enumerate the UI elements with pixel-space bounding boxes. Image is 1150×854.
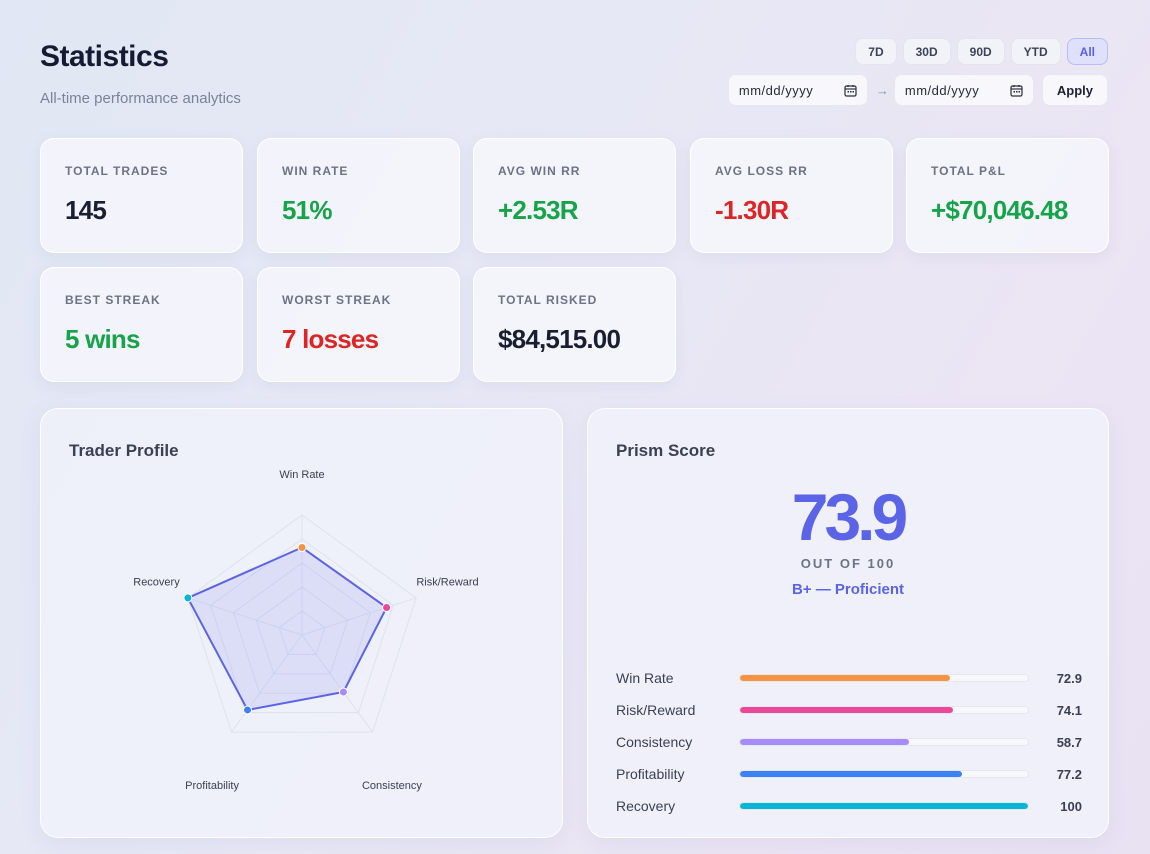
stat-value: 145	[65, 195, 107, 225]
score-label: Profitability	[616, 766, 685, 782]
radar-point	[297, 543, 307, 553]
radar-spoke	[301, 634, 373, 733]
radar-axis-label: Win Rate	[279, 469, 324, 481]
stat-card-best-streak: BEST STREAK 5 wins	[40, 267, 243, 382]
score-value: 100	[1060, 798, 1082, 814]
stat-card-total-trades: TOTAL TRADES 145	[40, 138, 243, 253]
range-7d-button[interactable]: 7D	[855, 38, 897, 65]
end-date-input[interactable]: mm/dd/yyyy	[893, 74, 1034, 106]
score-label: Win Rate	[616, 670, 674, 686]
radar-grid-ring	[278, 610, 326, 655]
score-label: Recovery	[616, 798, 676, 814]
stat-card-worst-streak: WORST STREAK 7 losses	[257, 267, 460, 382]
radar-axis-label: Risk/Reward	[416, 577, 478, 589]
start-date-input[interactable]: mm/dd/yyyy	[727, 74, 868, 106]
stat-value: 5 wins	[65, 324, 140, 354]
stat-label: AVG LOSS RR	[715, 164, 808, 178]
stat-label: BEST STREAK	[65, 293, 161, 307]
date-range-selector: 7D 30D 90D YTD All	[855, 38, 1108, 65]
trader-profile-title: Trader Profile	[69, 441, 179, 460]
prism-score-value: 73.9	[791, 480, 908, 554]
radar-spoke	[231, 634, 303, 733]
score-bar-track	[739, 706, 1029, 714]
page-subtitle: All-time performance analytics	[40, 90, 241, 107]
stat-label: TOTAL P&L	[931, 164, 1006, 178]
stat-value: -1.30R	[715, 195, 789, 225]
prism-score-grade: B+ — Proficient	[791, 581, 905, 598]
prism-score-out-of: OUT OF 100	[800, 556, 896, 571]
range-30d-button[interactable]: 30D	[902, 38, 951, 65]
radar-axis-label: Consistency	[362, 780, 422, 792]
start-date-placeholder: mm/dd/yyyy	[738, 82, 814, 98]
stat-label: WIN RATE	[282, 164, 349, 178]
score-bar-fill	[740, 707, 954, 713]
stat-value: $84,515.00	[498, 324, 621, 354]
stat-label: AVG WIN RR	[498, 164, 581, 178]
radar-axis-label: Profitability	[185, 780, 239, 792]
trader-profile-panel: Trader Profile Win Rate Risk/Reward Consis…	[40, 408, 563, 838]
page-title: Statistics	[40, 40, 169, 73]
calendar-icon[interactable]	[1010, 84, 1023, 97]
radar-spoke	[187, 597, 303, 636]
score-row-recovery: Recovery 100	[616, 790, 1082, 822]
score-bar-fill	[740, 739, 910, 745]
stat-value: +2.53R	[498, 195, 579, 225]
score-row-risk-reward: Risk/Reward 74.1	[616, 694, 1082, 726]
score-bar-track	[739, 738, 1029, 746]
stat-card-avg-win-rr: AVG WIN RR +2.53R	[473, 138, 676, 253]
radar-grid-ring	[210, 538, 394, 714]
range-90d-button[interactable]: 90D	[956, 38, 1005, 65]
score-bar-track	[739, 770, 1029, 778]
score-bar-fill	[740, 771, 963, 777]
radar-data-area	[186, 546, 388, 711]
score-row-consistency: Consistency 58.7	[616, 726, 1082, 758]
score-value: 77.2	[1056, 766, 1082, 782]
score-value: 74.1	[1056, 702, 1082, 718]
radar-grid-ring	[232, 562, 372, 694]
score-row-win-rate: Win Rate 72.9	[616, 662, 1082, 694]
stat-value: +$70,046.48	[931, 195, 1068, 225]
score-bar-track	[739, 802, 1029, 810]
radar-grid-ring	[187, 514, 417, 733]
score-bar-fill	[740, 675, 950, 681]
radar-point	[183, 593, 193, 603]
radar-axis-label: Recovery	[133, 577, 180, 589]
stat-value: 51%	[282, 195, 332, 225]
calendar-icon[interactable]	[844, 84, 857, 97]
radar-point	[338, 687, 348, 697]
prism-score-panel: Prism Score 73.9 OUT OF 100 B+ — Profici…	[587, 408, 1109, 838]
stat-card-total-risked: TOTAL RISKED $84,515.00	[473, 267, 676, 382]
stat-card-avg-loss-rr: AVG LOSS RR -1.30R	[690, 138, 893, 253]
custom-date-filter: mm/dd/yyyy → mm/dd/yyyy Apply	[727, 74, 1108, 106]
prism-score-title: Prism Score	[616, 441, 716, 460]
radar-grid-ring	[255, 586, 349, 675]
range-all-button[interactable]: All	[1066, 38, 1108, 65]
date-range-arrow: →	[875, 82, 889, 98]
stat-label: TOTAL TRADES	[65, 164, 169, 178]
radar-point	[243, 705, 253, 715]
stat-label: WORST STREAK	[282, 293, 392, 307]
stat-card-win-rate: WIN RATE 51%	[257, 138, 460, 253]
score-row-profitability: Profitability 77.2	[616, 758, 1082, 790]
score-bar-track	[739, 674, 1029, 682]
end-date-placeholder: mm/dd/yyyy	[904, 82, 980, 98]
score-value: 58.7	[1056, 734, 1082, 750]
score-breakdown: Win Rate 72.9 Risk/Reward 74.1 Consisten…	[616, 662, 1082, 822]
radar-point	[382, 603, 392, 613]
score-value: 72.9	[1056, 670, 1082, 686]
score-bar-fill	[740, 803, 1028, 809]
stat-value: 7 losses	[282, 324, 379, 354]
radar-chart: Win Rate Risk/Reward Consistency Profitabil…	[133, 469, 478, 792]
score-label: Consistency	[616, 734, 693, 750]
stat-card-total-pnl: TOTAL P&L +$70,046.48	[906, 138, 1109, 253]
stat-label: TOTAL RISKED	[498, 293, 598, 307]
score-label: Risk/Reward	[616, 702, 696, 718]
radar-spoke	[301, 597, 417, 636]
apply-button[interactable]: Apply	[1041, 74, 1108, 106]
range-ytd-button[interactable]: YTD	[1010, 38, 1061, 65]
